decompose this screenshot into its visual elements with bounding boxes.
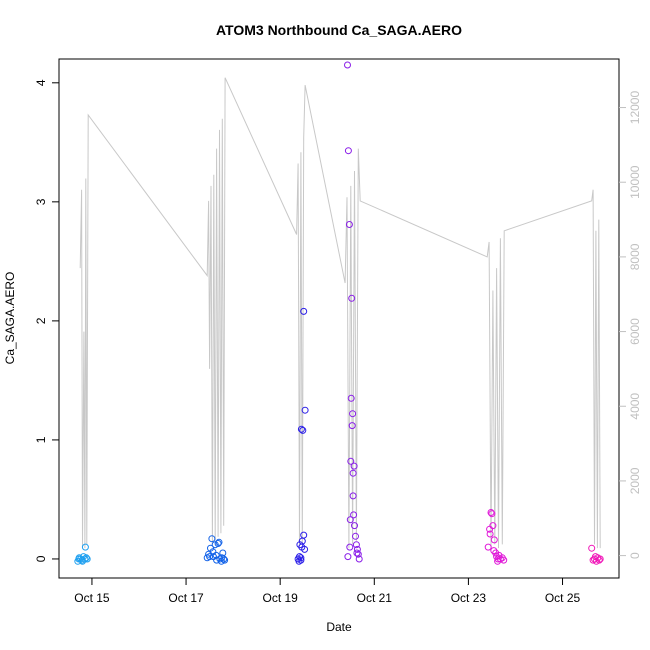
y-tick-label: 3 [34, 198, 48, 205]
data-point [344, 553, 352, 561]
x-tick-label: Oct 19 [262, 591, 298, 605]
data-point [344, 61, 351, 69]
data-point [352, 541, 360, 549]
data-point [206, 553, 214, 561]
data-point [347, 457, 355, 465]
y-tick-label: 4 [34, 79, 48, 86]
y-axis-label: Ca_SAGA.AERO [3, 272, 17, 365]
data-point [490, 547, 498, 555]
data-point [299, 426, 307, 434]
data-point [353, 545, 361, 553]
data-point [350, 462, 358, 470]
data-point [352, 532, 359, 540]
data-point [344, 147, 352, 155]
data-point [355, 555, 363, 563]
data-point [348, 422, 356, 430]
data-point [301, 545, 309, 553]
y2-tick-label: 2000 [628, 467, 642, 494]
y-tick-label: 0 [34, 555, 48, 562]
x-axis: Oct 15 Oct 17 Oct 19 Oct 21 Oct 23 Oct 25 [74, 578, 581, 605]
y2-tick-label: 12000 [628, 91, 642, 125]
data-point [592, 553, 599, 561]
y-axis-left: 0 1 2 3 4 [34, 79, 59, 562]
data-point [300, 531, 308, 539]
plot-box [58, 58, 620, 579]
data-point [81, 543, 89, 551]
y-axis-right: 0 2000 4000 6000 8000 10000 12000 [619, 91, 642, 559]
scatter-points-layer [74, 61, 604, 565]
data-point [296, 553, 303, 561]
data-point [588, 544, 596, 552]
data-point [486, 530, 494, 538]
data-point [490, 536, 498, 544]
data-point [595, 556, 603, 564]
data-point [212, 551, 220, 559]
y-tick-label: 2 [34, 317, 48, 324]
y2-tick-label: 0 [628, 552, 642, 559]
data-point [297, 425, 305, 433]
data-point [487, 509, 495, 516]
data-point [217, 557, 225, 565]
data-point [348, 294, 356, 302]
y2-tick-label: 10000 [628, 165, 642, 199]
chart-title: ATOM3 Northbound Ca_SAGA.AERO [216, 22, 462, 38]
data-point [496, 555, 504, 563]
data-point [297, 556, 305, 564]
data-point [83, 555, 91, 563]
data-point [75, 555, 83, 563]
data-point [347, 394, 355, 402]
data-point [218, 554, 226, 562]
x-tick-label: Oct 17 [168, 591, 204, 605]
data-point [354, 550, 362, 558]
y2-tick-label: 8000 [628, 243, 642, 270]
x-tick-label: Oct 15 [74, 591, 110, 605]
altitude-track-layer [79, 77, 601, 549]
data-point [300, 307, 308, 315]
data-point [207, 544, 214, 552]
data-point [349, 469, 357, 477]
x-tick-label: Oct 21 [357, 591, 393, 605]
altitude-line [79, 77, 601, 549]
data-point [494, 555, 502, 563]
data-point [350, 511, 358, 519]
data-point [295, 557, 303, 565]
data-point [353, 549, 361, 557]
x-axis-label: Date [326, 620, 352, 634]
y2-tick-label: 6000 [628, 318, 642, 345]
data-point [351, 522, 358, 530]
data-point [297, 554, 305, 562]
data-point [484, 543, 492, 551]
data-point [82, 554, 90, 562]
data-point [489, 522, 497, 530]
data-point [349, 492, 357, 500]
data-point [346, 543, 354, 551]
data-point [346, 516, 354, 524]
data-point [349, 410, 357, 418]
data-point [220, 555, 228, 563]
y2-tick-label: 4000 [628, 393, 642, 420]
x-tick-label: Oct 25 [545, 591, 581, 605]
y-tick-label: 1 [34, 436, 48, 443]
data-point [214, 540, 222, 547]
x-tick-label: Oct 23 [451, 591, 487, 605]
data-point [345, 221, 353, 228]
data-point [208, 535, 216, 543]
data-point [215, 538, 223, 546]
data-point [488, 510, 496, 518]
data-point [301, 406, 309, 414]
